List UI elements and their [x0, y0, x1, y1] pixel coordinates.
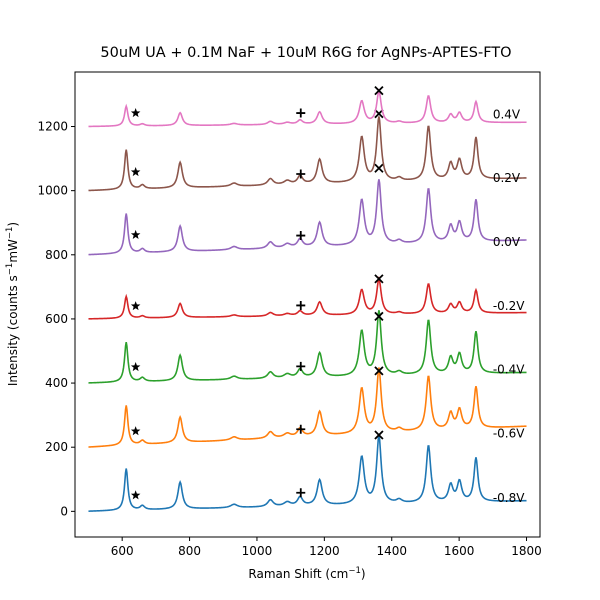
series-line-5 — [88, 116, 527, 192]
plus-marker — [296, 300, 306, 310]
star-marker — [130, 229, 141, 239]
cross-marker — [374, 311, 384, 322]
cross-marker — [374, 85, 384, 96]
series-line-3 — [88, 275, 527, 320]
star-marker — [130, 301, 141, 311]
plus-marker — [296, 361, 306, 371]
axes-frame — [74, 71, 541, 538]
y-tick-label: 800 — [45, 248, 68, 262]
cross-marker — [374, 430, 384, 440]
plus-marker — [296, 169, 306, 179]
x-tick-label: 1000 — [242, 544, 273, 558]
series-line-6 — [88, 88, 527, 128]
x-tick-label: 1200 — [309, 544, 340, 558]
cross-marker — [374, 366, 384, 376]
star-marker — [130, 490, 141, 500]
x-tick-label: 1600 — [444, 544, 475, 558]
series-label: 0.0V — [493, 235, 521, 249]
series-label: -0.4V — [493, 363, 525, 377]
y-tick-label: 1000 — [37, 184, 68, 198]
star-marker — [130, 426, 141, 436]
x-axis-label: Raman Shift (cm−1) — [248, 566, 365, 581]
x-tick-label: 600 — [111, 544, 134, 558]
series-line-1 — [88, 367, 527, 448]
y-tick-label: 400 — [45, 376, 68, 390]
series-line-0 — [88, 435, 527, 512]
series-label: 0.2V — [493, 171, 521, 185]
x-axis: 600 800 1000 1200 1400 1600 1800 — [111, 537, 542, 558]
plot-area: -0.8V -0.6V -0.4V -0.2V 0.0V 0.2V 0.4V — [88, 85, 527, 512]
plus-marker — [296, 108, 306, 118]
star-marker — [130, 362, 141, 372]
plus-marker — [296, 231, 306, 241]
plus-marker — [296, 424, 306, 434]
y-tick-label: 0 — [60, 504, 68, 518]
x-tick-label: 800 — [178, 544, 201, 558]
y-axis: 0 200 400 600 800 1000 1200 — [37, 120, 75, 518]
x-tick-label: 1400 — [376, 544, 407, 558]
x-tick-label: 1800 — [511, 544, 542, 558]
y-axis-label: Intensity (counts s−1mW−1) — [5, 222, 20, 386]
y-tick-label: 600 — [45, 312, 68, 326]
series-label: -0.2V — [493, 299, 525, 313]
cross-marker — [374, 163, 384, 173]
star-marker — [130, 167, 141, 177]
cross-marker — [374, 274, 384, 284]
y-tick-label: 200 — [45, 440, 68, 454]
series-label: 0.4V — [493, 107, 521, 121]
star-marker — [130, 108, 141, 118]
series-line-2 — [88, 310, 527, 384]
chart-title: 50uM UA + 0.1M NaF + 10uM R6G for AgNPs-… — [100, 45, 511, 61]
series-label: -0.6V — [493, 427, 525, 441]
cross-marker — [374, 109, 384, 119]
y-tick-label: 1200 — [37, 120, 68, 134]
series-label: -0.8V — [493, 491, 525, 505]
series-line-4 — [88, 179, 527, 256]
plus-marker — [296, 488, 306, 498]
